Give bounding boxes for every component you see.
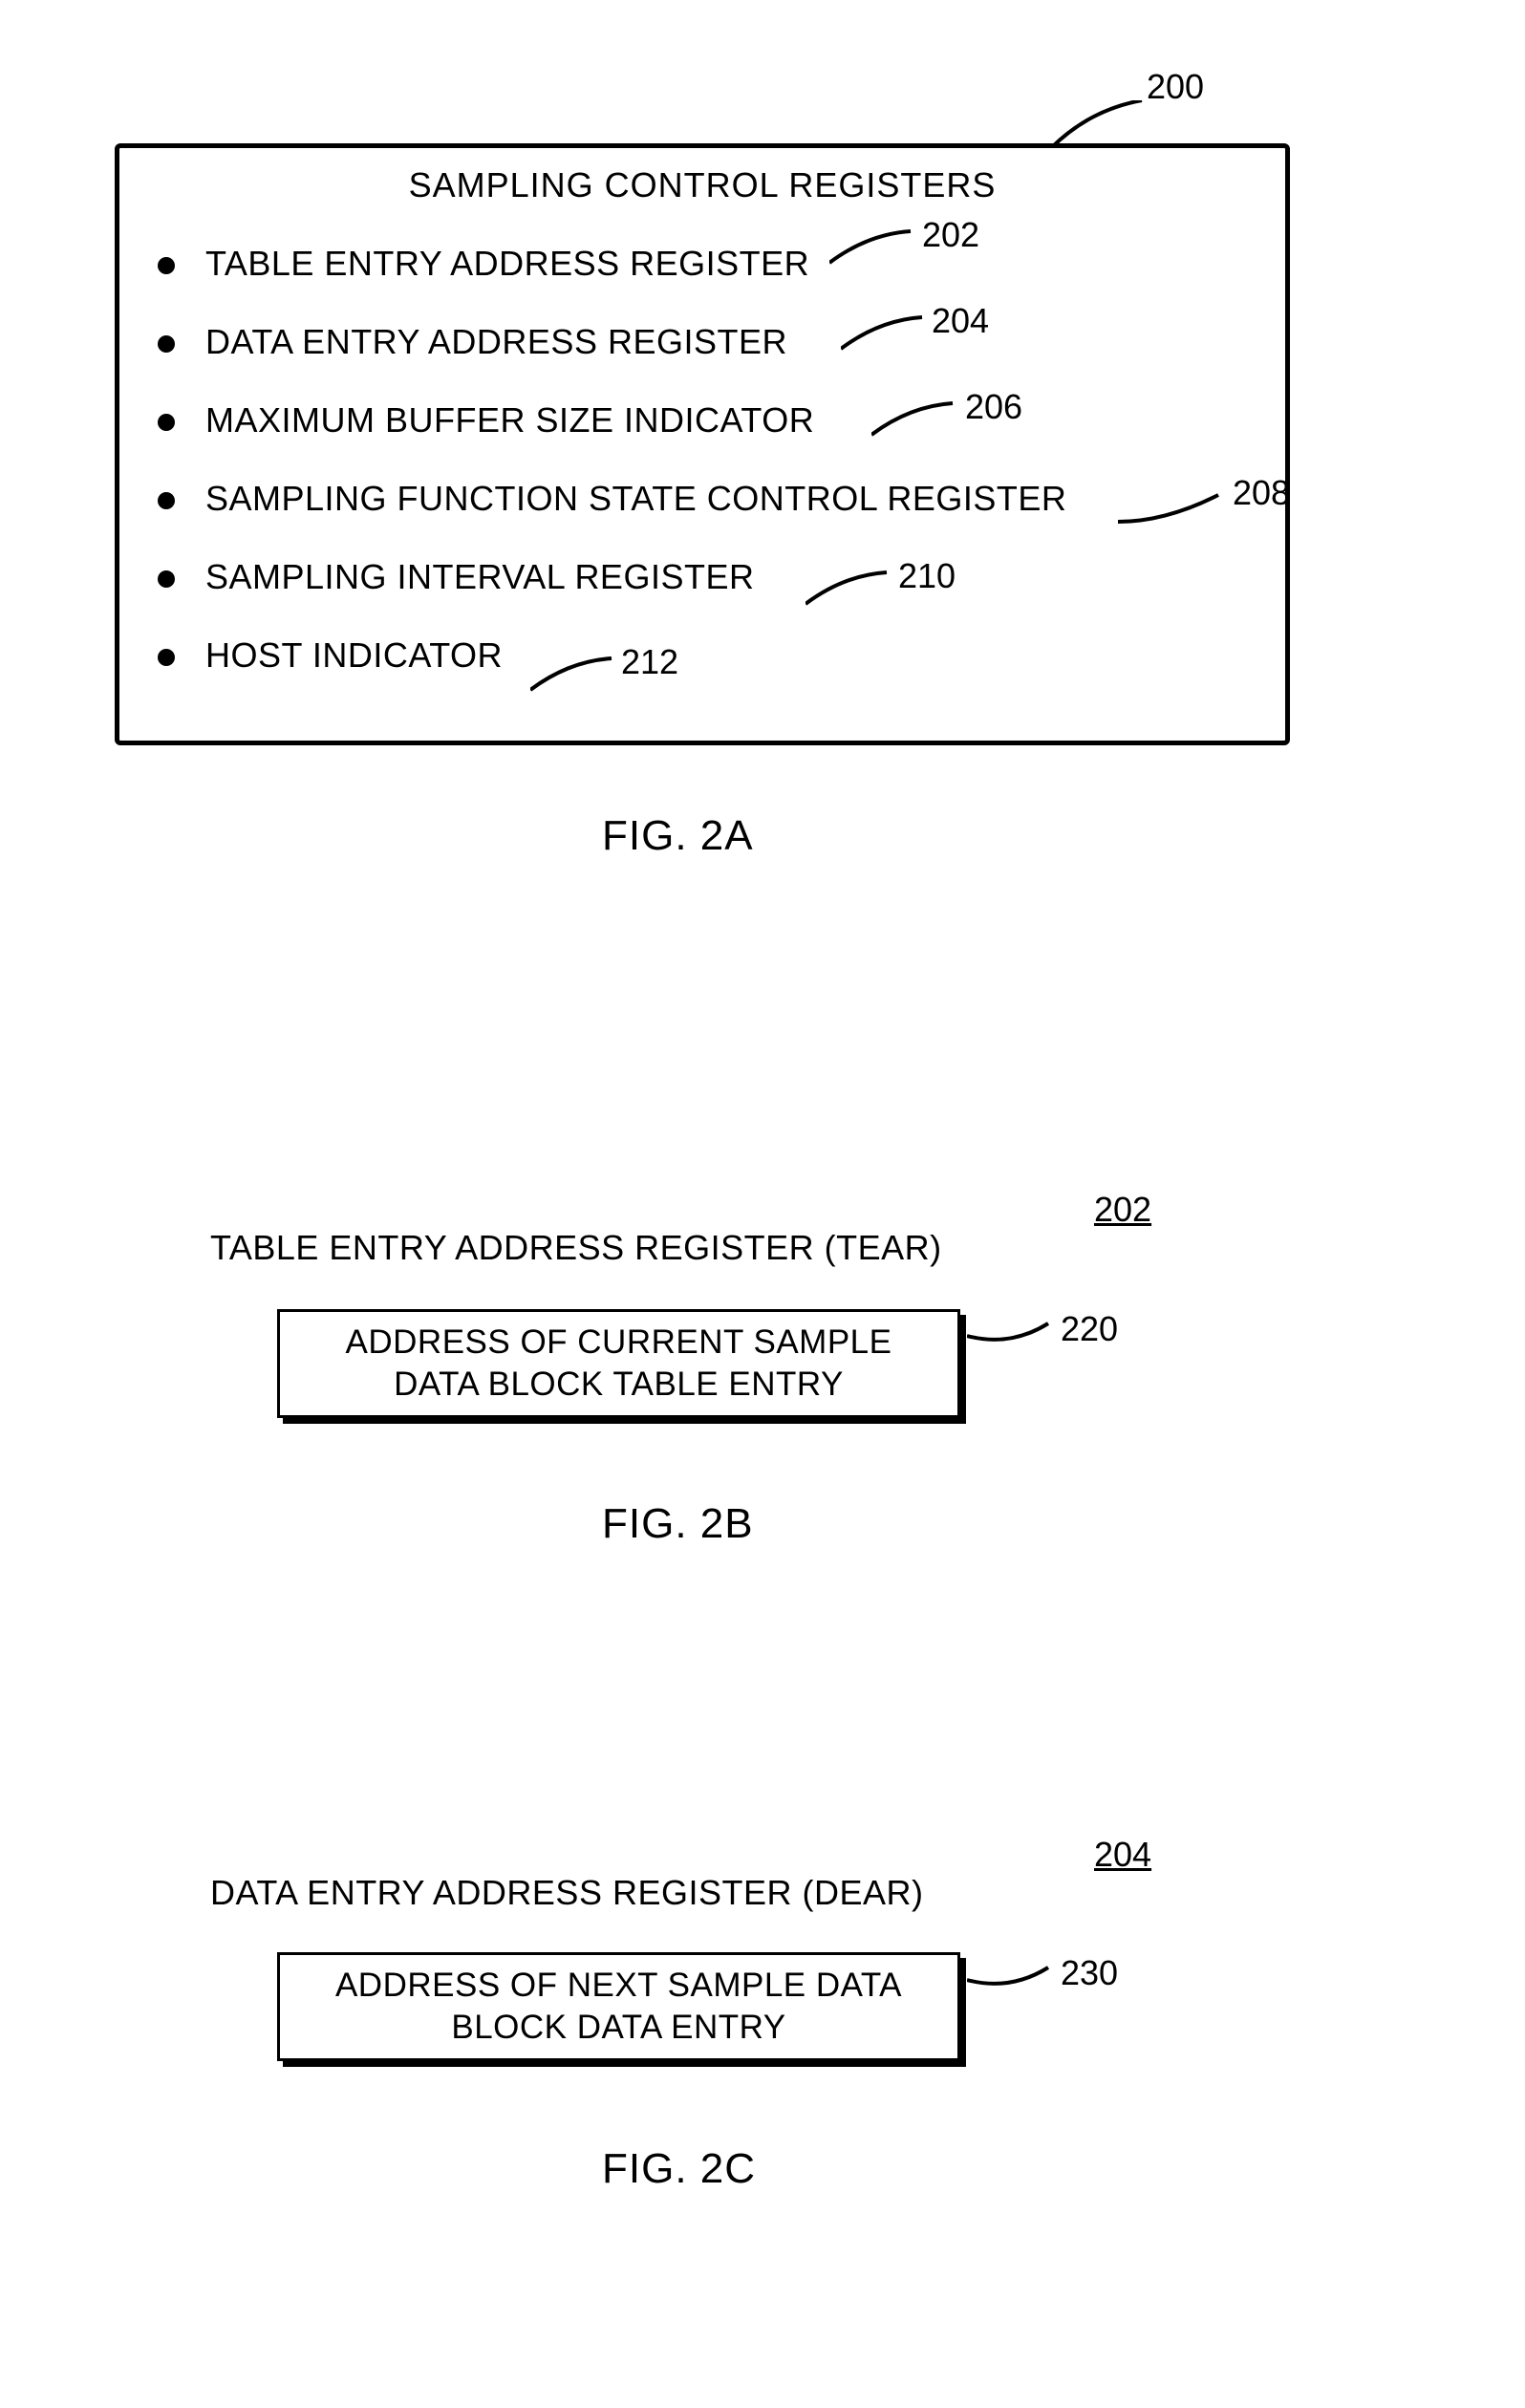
list-item-label: SAMPLING INTERVAL REGISTER	[205, 557, 754, 596]
list-item: HOST INDICATOR	[158, 616, 1285, 695]
dear-box-line2: BLOCK DATA ENTRY	[295, 2007, 942, 2049]
list-item-label: SAMPLING FUNCTION STATE CONTROL REGISTER	[205, 479, 1066, 518]
ref-204: 204	[932, 301, 989, 341]
ref-202: 202	[922, 215, 979, 255]
ref-202-title: 202	[1094, 1190, 1151, 1230]
ref-204-title: 204	[1094, 1835, 1151, 1875]
list-item-label: TABLE ENTRY ADDRESS REGISTER	[205, 244, 809, 283]
ref-208: 208	[1233, 473, 1290, 513]
ref-230: 230	[1061, 1953, 1118, 1993]
leader-212	[530, 656, 616, 695]
box-title: SAMPLING CONTROL REGISTERS	[119, 165, 1285, 205]
list-item-label: MAXIMUM BUFFER SIZE INDICATOR	[205, 400, 814, 440]
ref-206: 206	[965, 387, 1022, 427]
list-item-label: DATA ENTRY ADDRESS REGISTER	[205, 322, 787, 361]
leader-220	[967, 1319, 1053, 1357]
fig-2c-caption: FIG. 2C	[602, 2145, 756, 2193]
list-item: SAMPLING INTERVAL REGISTER	[158, 538, 1285, 616]
dear-box: ADDRESS OF NEXT SAMPLE DATA BLOCK DATA E…	[277, 1952, 960, 2061]
tear-box-line2: DATA BLOCK TABLE ENTRY	[295, 1364, 942, 1406]
ref-220: 220	[1061, 1309, 1118, 1349]
fig-2b-caption: FIG. 2B	[602, 1500, 754, 1548]
leader-204	[841, 315, 927, 354]
leader-206	[871, 401, 957, 440]
sampling-control-registers-box: SAMPLING CONTROL REGISTERS TABLE ENTRY A…	[115, 143, 1290, 745]
list-item: DATA ENTRY ADDRESS REGISTER	[158, 303, 1285, 381]
fig-2c-title: DATA ENTRY ADDRESS REGISTER (DEAR)	[210, 1873, 923, 1913]
ref-212: 212	[621, 642, 678, 682]
register-list: TABLE ENTRY ADDRESS REGISTER DATA ENTRY …	[119, 225, 1285, 695]
dear-box-line1: ADDRESS OF NEXT SAMPLE DATA	[295, 1965, 942, 2007]
fig-2b-title: TABLE ENTRY ADDRESS REGISTER (TEAR)	[210, 1228, 942, 1268]
fig-2a-caption: FIG. 2A	[602, 812, 754, 860]
list-item: MAXIMUM BUFFER SIZE INDICATOR	[158, 381, 1285, 460]
leader-210	[805, 570, 891, 609]
list-item: TABLE ENTRY ADDRESS REGISTER	[158, 225, 1285, 303]
leader-202	[829, 229, 915, 268]
list-item-label: HOST INDICATOR	[205, 635, 503, 675]
tear-box-line1: ADDRESS OF CURRENT SAMPLE	[295, 1322, 942, 1364]
diagram-canvas: 200 SAMPLING CONTROL REGISTERS TABLE ENT…	[0, 0, 1525, 2408]
tear-box: ADDRESS OF CURRENT SAMPLE DATA BLOCK TAB…	[277, 1309, 960, 1418]
ref-210: 210	[898, 556, 956, 596]
leader-208	[1118, 490, 1223, 528]
leader-230	[967, 1963, 1053, 2001]
list-item: SAMPLING FUNCTION STATE CONTROL REGISTER	[158, 460, 1285, 538]
